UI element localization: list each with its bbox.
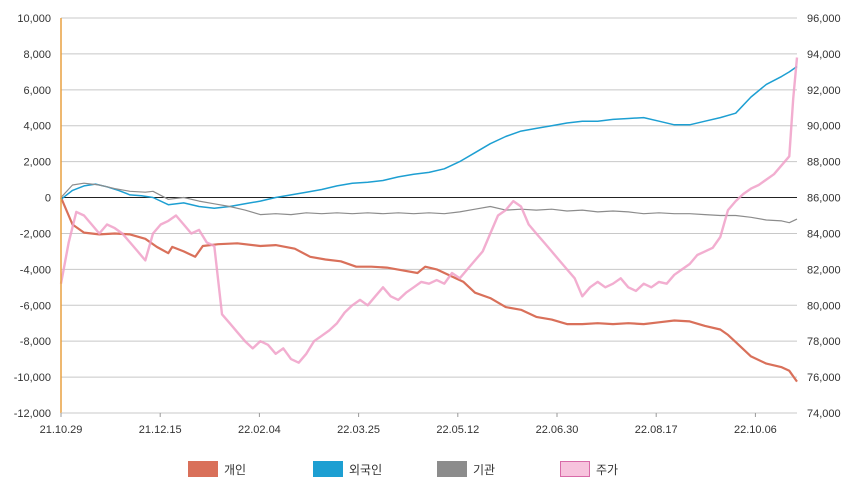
chart-legend: 개인 외국인 기관 주가 (0, 459, 858, 483)
investor-flow-chart: 10,000 96,000 8,000 94,000 6,000 92,000 4,000 9… (14, 13, 841, 436)
y-right-tick-label: 80,000 (807, 300, 841, 312)
y-left-tick-label: 0 (45, 193, 51, 205)
series-line-individual (59, 197, 798, 383)
y-left-tick-label: -2,000 (20, 228, 51, 240)
legend-label-foreign: 외국인 (349, 462, 383, 477)
y-left-tick-label: 4,000 (23, 121, 51, 133)
x-tick-label: 22.08.17 (635, 424, 678, 436)
y-right-tick-label: 74,000 (807, 408, 841, 420)
y-right-tick-label: 78,000 (807, 336, 841, 348)
x-tick-label: 22.05.12 (436, 424, 479, 436)
y-left-tick-label: 10,000 (17, 13, 51, 25)
x-tick-label: 22.03.25 (337, 424, 380, 436)
y-left-tick-label: -8,000 (20, 336, 51, 348)
y-right-tick-label: 86,000 (807, 193, 841, 205)
series-line-institution (60, 182, 798, 224)
series-layer (59, 57, 799, 383)
y-right-tick-label: 88,000 (807, 157, 841, 169)
legend-item-foreign[interactable]: 외국인 (313, 459, 382, 479)
y-right-tick-label: 92,000 (807, 85, 841, 97)
y-left-tick-label: 6,000 (23, 85, 51, 97)
legend-swatch-individual (188, 461, 218, 477)
x-tick-label: 22.10.06 (734, 424, 777, 436)
x-tick-label: 21.12.15 (139, 424, 182, 436)
y-left-tick-label: -10,000 (14, 372, 51, 384)
y-left-tick-label: -6,000 (20, 300, 51, 312)
legend-item-stock-price[interactable]: 주가 (560, 459, 618, 479)
legend-label-stock-price: 주가 (596, 462, 619, 477)
legend-swatch-foreign (313, 461, 343, 477)
y-right-tick-label: 90,000 (807, 121, 841, 133)
legend-swatch-stock-price (560, 461, 590, 477)
x-tick-label: 22.06.30 (536, 424, 579, 436)
x-tick-label: 21.10.29 (40, 424, 83, 436)
y-right-tick-label: 76,000 (807, 372, 841, 384)
y-left-tick-label: -4,000 (20, 264, 51, 276)
legend-label-institution: 기관 (473, 462, 496, 477)
grid-layer (61, 17, 797, 414)
legend-label-individual: 개인 (224, 462, 247, 477)
axis-layer: 10,000 96,000 8,000 94,000 6,000 92,000 4,000 9… (14, 13, 841, 436)
series-line-foreign (60, 65, 798, 210)
x-tick-label: 22.02.04 (238, 424, 281, 436)
y-right-tick-label: 94,000 (807, 49, 841, 61)
series-line-stock-price (59, 57, 799, 364)
y-left-tick-label: -12,000 (14, 408, 51, 420)
legend-swatch-institution (437, 461, 467, 477)
y-right-tick-label: 82,000 (807, 264, 841, 276)
y-right-tick-label: 96,000 (807, 13, 841, 25)
legend-item-institution[interactable]: 기관 (437, 459, 495, 479)
legend-item-individual[interactable]: 개인 (188, 459, 246, 479)
y-left-tick-label: 8,000 (23, 49, 51, 61)
y-right-tick-label: 84,000 (807, 228, 841, 240)
y-left-tick-label: 2,000 (23, 157, 51, 169)
